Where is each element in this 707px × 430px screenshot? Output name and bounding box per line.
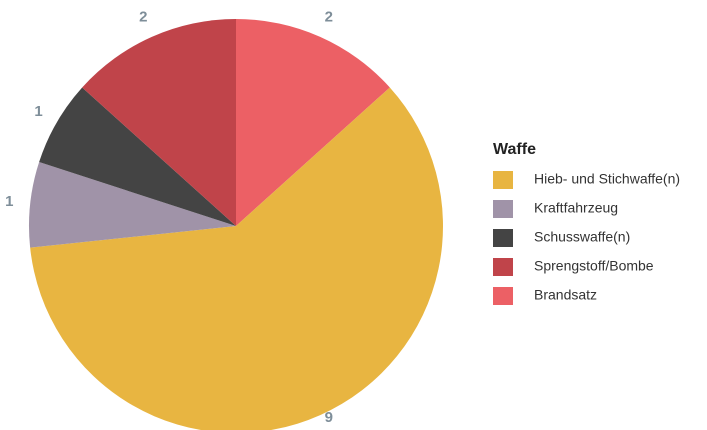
legend-label: Sprengstoff/Bombe	[534, 258, 654, 274]
legend-label: Schusswaffe(n)	[534, 229, 630, 245]
pie-slice	[39, 87, 236, 227]
pie-slice	[82, 19, 236, 226]
legend-swatch	[493, 229, 513, 247]
legend-label: Brandsatz	[534, 287, 597, 303]
legend-swatch	[493, 171, 513, 189]
pie-slice	[29, 162, 237, 248]
slice-label: 9	[325, 409, 333, 426]
legend-swatch	[493, 200, 513, 218]
slice-label: 2	[325, 9, 333, 26]
pie-slice	[236, 19, 390, 226]
legend-swatch	[493, 258, 513, 276]
legend-swatch	[493, 287, 513, 305]
legend-label: Kraftfahrzeug	[534, 200, 618, 216]
pie-slice	[30, 87, 443, 430]
slice-label: 1	[5, 193, 13, 210]
legend-title: Waffe	[493, 141, 536, 158]
slice-label: 2	[139, 9, 147, 26]
slice-label: 1	[34, 103, 42, 120]
legend-label: Hieb- und Stichwaffe(n)	[534, 171, 680, 187]
